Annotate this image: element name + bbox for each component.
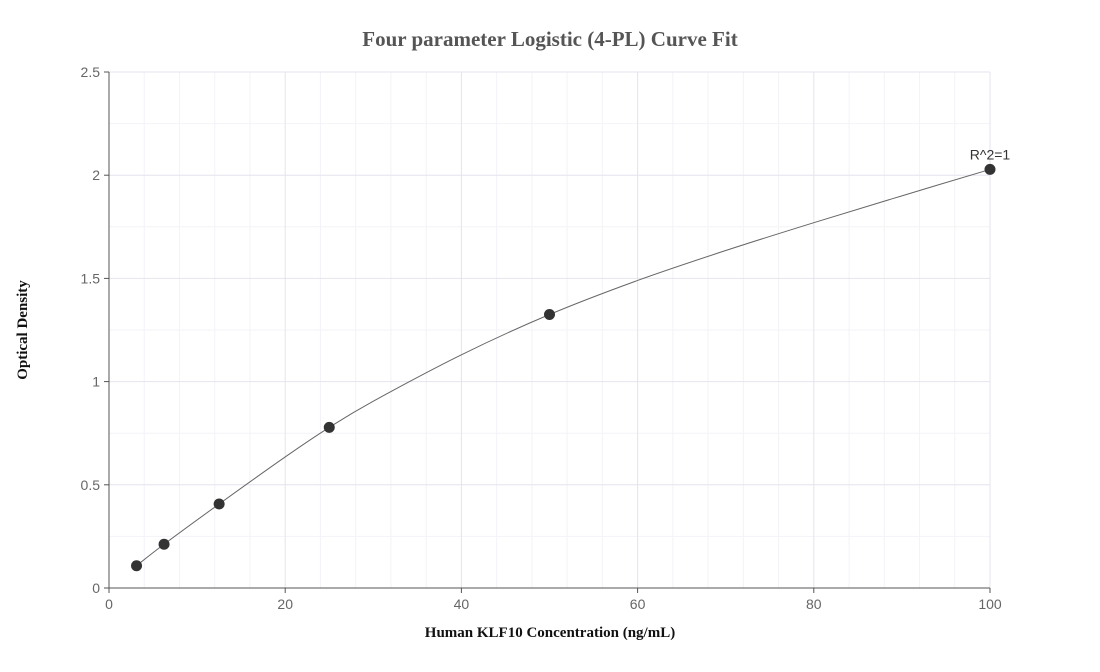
chart-title: Four parameter Logistic (4-PL) Curve Fit: [362, 27, 737, 51]
data-point: [131, 560, 143, 572]
y-axis-title: Optical Density: [15, 280, 31, 380]
data-point: [544, 309, 555, 321]
data-point: [158, 538, 170, 550]
data-point: [984, 163, 996, 175]
grid: [109, 71, 991, 588]
data-point: [213, 498, 225, 510]
data-point: [323, 421, 335, 433]
y-tick-label: 0.5: [81, 477, 101, 493]
fit-curve-line: [136, 168, 991, 567]
y-tick-label: 1.5: [81, 270, 101, 286]
x-tick-label: 100: [978, 596, 1002, 612]
x-tick-label: 60: [630, 596, 646, 612]
x-tick-label: 0: [105, 596, 113, 612]
y-tick-label: 0: [92, 580, 100, 596]
y-tick-label: 2.5: [81, 64, 101, 80]
x-tick-label: 20: [277, 596, 293, 612]
axes: 0 20 40 60 80 100 0 0.5 1 1.5 2 2.5: [81, 64, 1002, 612]
fit-curve-layer: [136, 168, 991, 567]
annotations: R^2=1: [970, 146, 1011, 162]
x-tick-label: 80: [806, 596, 822, 612]
r-squared-annotation: R^2=1: [970, 146, 1011, 162]
y-tick-label: 2: [92, 167, 100, 183]
y-tick-label: 1: [92, 374, 100, 390]
data-points-layer: [131, 163, 996, 572]
x-tick-label: 40: [454, 596, 470, 612]
x-axis-title: Human KLF10 Concentration (ng/mL): [425, 625, 675, 641]
